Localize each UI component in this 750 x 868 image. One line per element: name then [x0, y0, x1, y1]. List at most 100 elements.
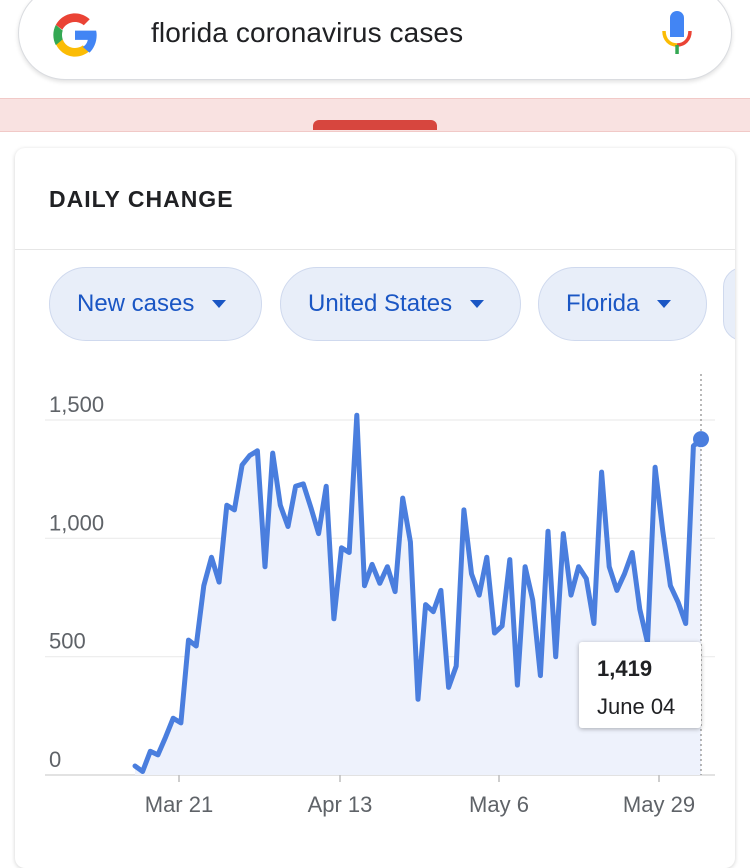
data-point: [294, 484, 298, 488]
data-point: [653, 465, 657, 469]
data-point: [477, 593, 481, 597]
banner-tab: [313, 120, 437, 130]
y-tick-label: 0: [49, 747, 61, 772]
data-point: [454, 664, 458, 668]
data-point: [691, 444, 695, 448]
chevron-down-icon: [470, 300, 485, 308]
series-line: [132, 412, 704, 774]
daily-change-card: DAILY CHANGE New cases United States Flo…: [15, 148, 735, 868]
data-point: [600, 470, 604, 474]
x-tick-label: Apr 13: [308, 792, 373, 817]
data-point: [661, 529, 665, 533]
data-point: [164, 735, 168, 739]
microphone-icon[interactable]: [659, 9, 695, 57]
y-tick-label: 500: [49, 629, 86, 654]
data-point: [255, 449, 259, 453]
daily-cases-chart: 0 500 1,000 1,500 Mar 21 Apr 13 May 6 May 29: [45, 374, 715, 817]
data-point: [217, 580, 221, 584]
data-point: [638, 607, 642, 611]
data-point: [179, 721, 183, 725]
chevron-down-icon: [657, 300, 672, 308]
tooltip-value: 1,419: [597, 656, 653, 681]
data-point: [278, 503, 282, 507]
data-point: [378, 581, 382, 585]
data-point: [615, 588, 619, 592]
y-tick-label: 1,000: [49, 510, 104, 535]
data-point: [485, 555, 489, 559]
series-area-fill: [135, 415, 701, 775]
data-point: [401, 496, 405, 500]
data-point: [248, 454, 252, 458]
data-point: [385, 565, 389, 569]
data-point: [531, 598, 535, 602]
data-point: [209, 555, 213, 559]
data-point: [584, 577, 588, 581]
data-point: [439, 588, 443, 592]
tooltip-date: June 04: [597, 694, 676, 719]
data-point: [362, 584, 366, 588]
state-chip[interactable]: Florida: [538, 267, 707, 341]
x-tick-label: May 29: [623, 792, 695, 817]
data-point: [470, 572, 474, 576]
data-point: [447, 685, 451, 689]
data-point: [508, 558, 512, 562]
data-point: [630, 551, 634, 555]
data-point: [332, 617, 336, 621]
data-point: [492, 631, 496, 635]
data-point: [347, 551, 351, 555]
metric-chip-label: New cases: [77, 290, 195, 317]
data-point: [370, 562, 374, 566]
card-title: DAILY CHANGE: [49, 186, 234, 212]
data-point: [309, 506, 313, 510]
data-point: [156, 753, 160, 757]
data-point: [171, 716, 175, 720]
country-chip[interactable]: United States: [280, 267, 521, 341]
data-point: [684, 622, 688, 626]
chart-tooltip: 1,419 June 04: [579, 642, 701, 728]
chevron-down-icon: [212, 300, 227, 308]
state-chip-label: Florida: [566, 290, 640, 317]
data-point: [286, 525, 290, 529]
data-point: [187, 638, 191, 642]
data-point: [554, 655, 558, 659]
data-point: [317, 532, 321, 536]
metric-chip[interactable]: New cases: [49, 267, 262, 341]
data-point: [324, 484, 328, 488]
data-point: [355, 413, 359, 417]
data-point: [623, 572, 627, 576]
data-point: [676, 600, 680, 604]
data-point: [225, 503, 229, 507]
data-point: [668, 584, 672, 588]
search-query-text[interactable]: florida coronavirus cases: [151, 17, 464, 48]
data-point: [431, 610, 435, 614]
data-point: [301, 482, 305, 486]
data-point: [240, 463, 244, 467]
data-point: [393, 590, 397, 594]
card-divider: [15, 249, 735, 250]
data-point: [561, 532, 565, 536]
data-point: [202, 584, 206, 588]
data-point: [133, 764, 137, 768]
data-point: [569, 593, 573, 597]
data-point: [263, 565, 267, 569]
data-point: [416, 697, 420, 701]
data-point: [546, 529, 550, 533]
data-point: [592, 622, 596, 626]
highlight-point[interactable]: [693, 431, 709, 448]
data-point: [271, 451, 275, 455]
data-point: [141, 769, 145, 773]
data-point: [340, 546, 344, 550]
search-bar[interactable]: florida coronavirus cases: [18, 0, 732, 80]
data-point: [515, 683, 519, 687]
data-point: [577, 565, 581, 569]
data-point: [424, 603, 428, 607]
data-point: [462, 508, 466, 512]
data-point: [607, 565, 611, 569]
data-point: [408, 540, 412, 544]
y-tick-label: 1,500: [49, 392, 104, 417]
data-point: [194, 644, 198, 648]
data-point: [148, 749, 152, 753]
data-point: [538, 674, 542, 678]
data-point: [232, 508, 236, 512]
x-tick-label: Mar 21: [145, 792, 213, 817]
